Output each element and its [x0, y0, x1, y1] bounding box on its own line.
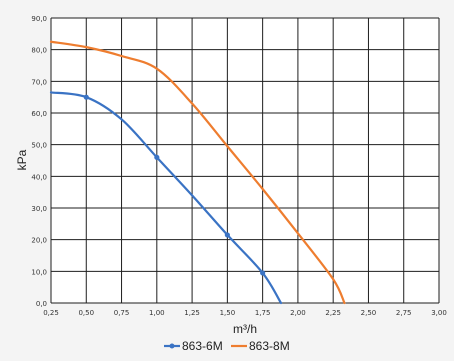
x-tick-label: 2,00 [290, 309, 306, 317]
data-point-863-6m [83, 94, 89, 100]
data-point-863-6m [260, 270, 266, 276]
x-tick-label: 1,00 [149, 309, 165, 317]
x-tick-label: 1,75 [255, 309, 271, 317]
y-axis-title: kPa [15, 149, 29, 170]
x-axis-ticks: 0,25 0,50 0,75 1,00 1,25 1,50 1,75 2,00 2,25 2,50… [43, 309, 447, 317]
x-tick-label: 2,50 [361, 309, 377, 317]
x-axis-title: m³/h [233, 322, 257, 336]
series-line-863-6m [49, 91, 283, 305]
series-line-863-8m [49, 40, 346, 305]
series-layer [49, 40, 346, 305]
legend-marker-863-6m [169, 343, 175, 349]
y-tick-label: 70,0 [31, 78, 47, 86]
y-axis-ticks: 0,0 10,0 20,0 30,0 40,0 50,0 60,0 70,0 80,0 90,0 [31, 15, 47, 308]
y-tick-label: 40,0 [31, 173, 47, 181]
x-tick-label: 2,25 [325, 309, 341, 317]
data-point-863-6m [154, 154, 160, 160]
y-tick-label: 90,0 [31, 15, 47, 23]
x-tick-label: 1,50 [220, 309, 236, 317]
legend-label-863-6m: 863-6M [182, 339, 223, 353]
y-tick-label: 50,0 [31, 142, 47, 150]
legend: 863-6M 863-8M [164, 339, 290, 353]
x-tick-label: 0,50 [78, 309, 94, 317]
x-tick-label: 0,25 [43, 309, 59, 317]
grid-lines [50, 17, 440, 304]
y-tick-label: 60,0 [31, 110, 47, 118]
y-tick-label: 30,0 [31, 205, 47, 213]
x-tick-label: 0,75 [114, 309, 130, 317]
x-tick-label: 2,75 [396, 309, 412, 317]
x-tick-label: 1,25 [184, 309, 200, 317]
y-tick-label: 10,0 [31, 268, 47, 276]
legend-label-863-8m: 863-8M [249, 339, 290, 353]
y-tick-label: 0,0 [36, 300, 47, 308]
data-point-863-6m [224, 232, 230, 238]
y-tick-label: 20,0 [31, 237, 47, 245]
plot-area [51, 18, 439, 303]
y-tick-label: 80,0 [31, 47, 47, 55]
x-tick-label: 3,00 [431, 309, 447, 317]
